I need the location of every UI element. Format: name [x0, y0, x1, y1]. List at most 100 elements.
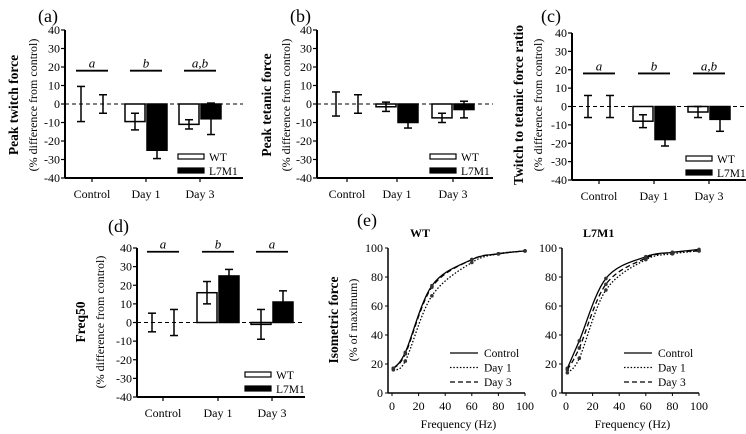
y-tick-label: 40: [300, 23, 312, 37]
x-tick-label: 60: [640, 399, 652, 413]
y-tick-label: -30: [116, 371, 132, 385]
y-tick-label: 40: [555, 26, 567, 40]
legend-label: L7M1: [461, 166, 490, 178]
legend-swatch-l7m1: [244, 385, 272, 392]
y-axis-title: Freq50: [73, 301, 88, 342]
y-tick-label: -30: [296, 153, 312, 167]
data-point: [430, 294, 434, 298]
y-tick-label: 40: [545, 328, 557, 342]
data-point: [604, 276, 608, 281]
y-tick-label: -10: [44, 116, 60, 130]
data-point: [430, 285, 434, 289]
data-point: [403, 352, 408, 356]
panel-label: (e): [357, 210, 377, 231]
y-axis-title: Peak twitch force: [6, 55, 21, 155]
y-tick-label: 0: [126, 316, 132, 330]
y-axis-subtitle: (% difference from control): [531, 39, 545, 172]
y-tick-label: 30: [120, 260, 132, 274]
legend-label: Day 3: [658, 377, 686, 389]
y-axis-subtitle: (% difference from control): [26, 39, 40, 172]
x-tick-label: 80: [492, 399, 504, 413]
y-axis-subtitle: (% difference from control): [279, 39, 293, 172]
significance-letter: a: [596, 58, 603, 73]
x-tick-label: 0: [563, 399, 569, 413]
legend-swatch-wt: [685, 155, 713, 162]
data-point: [644, 256, 648, 260]
legend-label: L7M1: [717, 168, 746, 180]
x-tick-label: 40: [613, 399, 625, 413]
data-point: [565, 370, 570, 375]
panel-label: (c): [541, 6, 561, 27]
y-tick-label: 0: [551, 386, 557, 400]
y-tick-label: 10: [300, 79, 312, 93]
y-tick-label: 30: [48, 42, 60, 56]
y-tick-label: -30: [551, 155, 567, 169]
category-label: Day 3: [258, 406, 287, 420]
x-tick-label: 100: [516, 399, 534, 413]
y-axis-title: Peak tetanic force: [259, 53, 274, 156]
legend-label: Control: [484, 348, 519, 360]
significance-letter: a,b: [701, 58, 718, 73]
data-point: [391, 366, 396, 371]
significance-letter: b: [215, 237, 222, 252]
legend-swatch-wt: [244, 371, 272, 378]
y-tick-label: 40: [120, 241, 132, 255]
panel-label: (a): [38, 6, 58, 27]
bar-panel-b: (b) Peak tetanic force (% difference from …: [259, 6, 493, 201]
legend-label: WT: [209, 152, 227, 164]
legend-label: WT: [717, 154, 735, 166]
y-tick-label: 10: [48, 79, 60, 93]
category-label: Day 3: [695, 189, 724, 203]
y-tick-label: 80: [371, 270, 383, 284]
data-point: [577, 356, 582, 361]
y-tick-label: 20: [300, 60, 312, 74]
significance-letter: b: [143, 56, 150, 71]
x-tick-label: 100: [690, 399, 708, 413]
legend-swatch-l7m1: [685, 169, 713, 176]
y-tick-label: -20: [296, 134, 312, 148]
y-tick-label: -40: [44, 171, 60, 185]
y-tick-label: -40: [116, 390, 132, 404]
y-tick-label: 60: [371, 299, 383, 313]
x-axis-title: Frequency (Hz): [595, 417, 671, 431]
bar-panel-d: (d) Freq50 (% difference from control) 40 30…: [73, 216, 305, 420]
y-tick-label: 20: [48, 60, 60, 74]
y-tick-label: 0: [54, 97, 60, 111]
legend-swatch-wt: [177, 153, 205, 160]
category-label: Day 1: [204, 406, 233, 420]
y-tick-label: -10: [116, 334, 132, 348]
y-tick-label: 80: [545, 270, 557, 284]
line-panel-l7m1: L7M1 0 20 40 60 80 100 0 20 40 60 80 100 Frequency (H…: [539, 226, 708, 431]
y-tick-label: 60: [545, 299, 557, 313]
y-tick-label: 100: [539, 241, 557, 255]
category-label: Day 1: [383, 187, 412, 201]
x-tick-label: 80: [666, 399, 678, 413]
y-tick-label: 0: [306, 97, 312, 111]
legend-swatch-wt: [429, 153, 457, 160]
legend-swatch-l7m1: [429, 167, 457, 174]
y-tick-label: -40: [551, 173, 567, 187]
y-tick-label: -30: [44, 153, 60, 167]
data-point: [565, 368, 570, 372]
y-tick-label: 100: [365, 241, 383, 255]
y-tick-label: -20: [116, 353, 132, 367]
category-label: Control: [145, 406, 182, 420]
bar-panel-c: (c) Twitch to tetanic force ratio (% diffe…: [511, 6, 746, 203]
legend-label: Day 3: [484, 377, 512, 389]
y-tick-label: 20: [555, 63, 567, 77]
data-point: [403, 359, 408, 363]
bar-panel-a: (a) Peak twitch force (% difference from c…: [6, 6, 243, 201]
y-axis-subtitle: (% of maximum): [346, 279, 360, 362]
legend-swatch-l7m1: [177, 167, 205, 174]
panel-label: (b): [290, 6, 311, 27]
y-tick-label: 30: [555, 44, 567, 58]
legend-label: Day 1: [658, 363, 686, 375]
y-tick-label: 40: [371, 328, 383, 342]
legend-label: L7M1: [209, 166, 238, 178]
y-tick-label: 20: [545, 357, 557, 371]
y-tick-label: 40: [48, 23, 60, 37]
x-tick-label: 20: [587, 399, 599, 413]
y-tick-label: 10: [120, 297, 132, 311]
legend-label: WT: [276, 370, 294, 382]
y-tick-label: 20: [371, 357, 383, 371]
